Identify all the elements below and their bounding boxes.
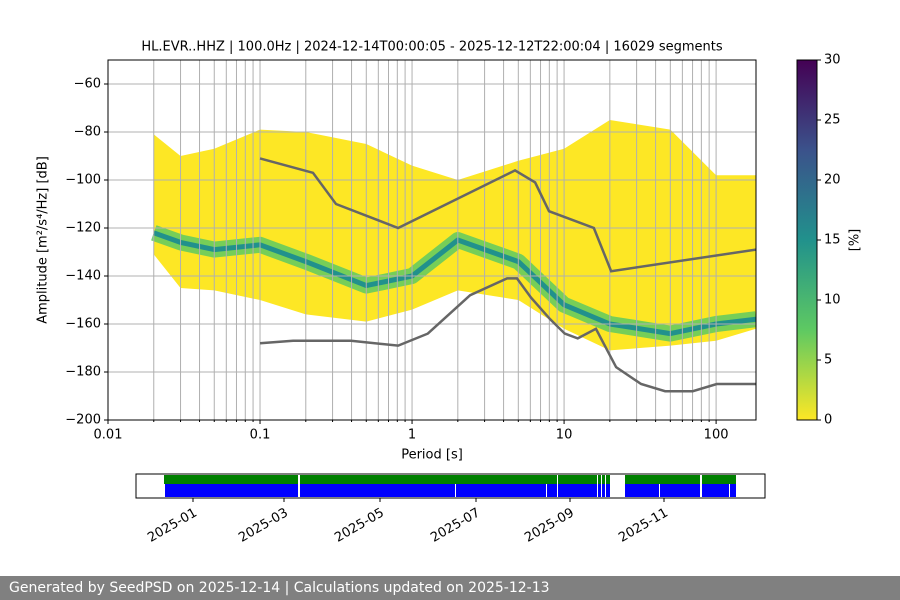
y-tick-label: −180	[65, 365, 101, 380]
chart-title: HL.EVR..HHZ | 100.0Hz | 2024-12-14T00:00…	[141, 40, 723, 55]
y-tick-label: −60	[74, 77, 101, 92]
x-tick-label: 0.1	[250, 428, 271, 443]
colorbar-tick-label: 30	[824, 53, 841, 68]
timeline-tick-label: 2025-05	[332, 506, 387, 546]
colorbar	[797, 60, 817, 420]
colorbar-tick-label: 20	[824, 173, 841, 188]
coverage-bar	[164, 475, 736, 484]
y-tick-label: −120	[65, 221, 101, 236]
y-tick-label: −160	[65, 317, 101, 332]
y-axis-label: Amplitude [m²/s⁴/Hz] [dB]	[36, 156, 51, 324]
timeline-tick-label: 2025-01	[145, 506, 200, 546]
y-tick-label: −140	[65, 269, 101, 284]
footer: Generated by SeedPSD on 2025-12-14 | Cal…	[0, 576, 900, 600]
y-tick-label: −200	[65, 413, 101, 428]
timeline	[135, 473, 766, 499]
plot-frame	[107, 59, 757, 421]
colorbar-tick-label: 15	[824, 233, 841, 248]
x-axis-label: Period [s]	[401, 448, 463, 463]
x-tick-label: 100	[704, 428, 729, 443]
plot-area	[108, 60, 756, 420]
x-tick-label: 0.01	[94, 428, 123, 443]
coverage-bar	[165, 484, 736, 497]
y-tick-label: −80	[74, 125, 101, 140]
colorbar-tick-label: 5	[824, 353, 832, 368]
x-tick-label: 1	[408, 428, 416, 443]
x-tick-label: 10	[556, 428, 573, 443]
colorbar-tick-label: 25	[824, 113, 841, 128]
timeline-tick-label: 2025-09	[522, 506, 577, 546]
colorbar-tick-label: 0	[824, 413, 832, 428]
coverage-gaps	[298, 475, 730, 497]
timeline-tick-label: 2025-11	[616, 506, 671, 546]
noise-model-line	[259, 277, 756, 393]
timeline-tick-label: 2025-03	[236, 506, 291, 546]
noise-model-line	[259, 157, 756, 273]
colorbar-label: [%]	[848, 229, 863, 252]
chart: HL.EVR..HHZ | 100.0Hz | 2024-12-14T00:00…	[36, 40, 863, 546]
colorbar-tick-label: 10	[824, 293, 841, 308]
timeline-tick-label: 2025-07	[428, 506, 483, 546]
density-mode	[152, 230, 756, 337]
y-tick-label: −100	[65, 173, 101, 188]
coverage-gap	[610, 475, 625, 497]
